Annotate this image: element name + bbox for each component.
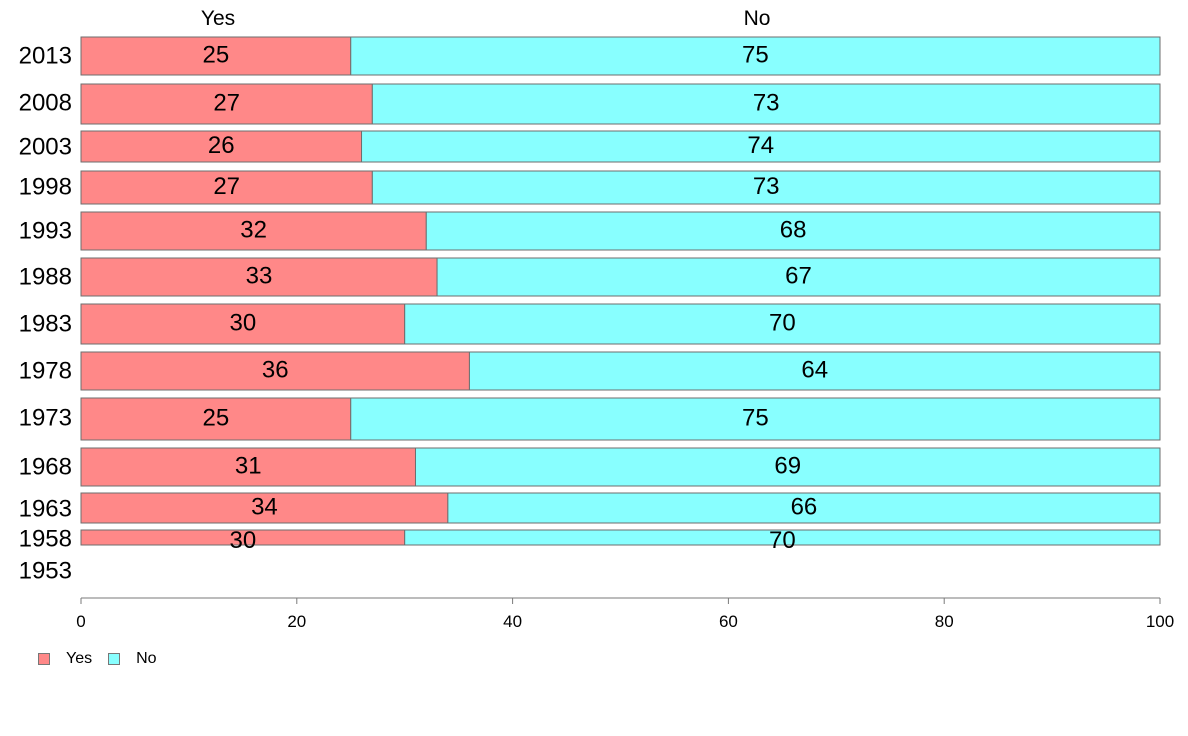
bar-yes-1998: [80, 170, 373, 205]
data-label-no-2008: 73: [753, 89, 780, 116]
data-label-no-1978: 64: [801, 356, 828, 383]
bar-no-1988: [436, 257, 1161, 297]
bar-yes-2008: [80, 83, 373, 125]
x-tick-label-0: 0: [76, 612, 85, 631]
bar-no-1963: [447, 492, 1161, 524]
legend-item-no: No: [108, 650, 157, 668]
x-tick-label-60: 60: [719, 612, 738, 631]
x-tick-label-80: 80: [935, 612, 954, 631]
data-label-no-1958: 70: [769, 527, 796, 554]
top-label-no: No: [744, 7, 771, 30]
legend-label-no: No: [136, 650, 157, 667]
bar-no-2013: [350, 36, 1161, 76]
bar-no-1998: [371, 170, 1161, 205]
year-label-1958: 1958: [19, 525, 72, 552]
bar-no-1973: [350, 397, 1161, 441]
data-label-no-2003: 74: [747, 132, 774, 159]
data-label-yes-1973: 25: [203, 404, 230, 431]
data-label-no-2013: 75: [742, 41, 769, 68]
data-label-no-1993: 68: [780, 216, 807, 243]
bar-yes-1983: [80, 303, 406, 345]
year-label-1983: 1983: [19, 310, 72, 337]
year-label-2013: 2013: [19, 42, 72, 69]
year-label-1953: 1953: [19, 557, 72, 584]
legend-item-yes: Yes: [38, 650, 92, 668]
data-label-no-1963: 66: [791, 493, 818, 520]
legend-label-yes: Yes: [66, 650, 93, 667]
top-label-yes: Yes: [201, 7, 235, 30]
bar-no-1983: [404, 303, 1161, 345]
data-label-yes-1968: 31: [235, 452, 262, 479]
year-label-2003: 2003: [19, 133, 72, 160]
data-label-yes-1963: 34: [251, 493, 278, 520]
bar-no-1978: [468, 351, 1161, 391]
data-label-no-1998: 73: [753, 173, 780, 200]
year-label-1993: 1993: [19, 217, 72, 244]
data-label-yes-2003: 26: [208, 132, 235, 159]
data-label-no-1988: 67: [785, 262, 812, 289]
data-label-yes-1983: 30: [229, 309, 256, 336]
bar-no-2003: [361, 130, 1161, 163]
x-tick-label-20: 20: [287, 612, 306, 631]
bar-no-1993: [425, 211, 1161, 251]
bar-no-2008: [371, 83, 1161, 125]
data-label-yes-2008: 27: [213, 89, 240, 116]
legend-swatch-yes: [38, 653, 50, 665]
year-label-1998: 1998: [19, 173, 72, 200]
legend-swatch-no: [108, 653, 121, 665]
bar-yes-2003: [80, 130, 363, 163]
year-label-2008: 2008: [19, 89, 72, 116]
bar-yes-1963: [80, 492, 449, 524]
data-label-no-1968: 69: [774, 452, 801, 479]
data-label-yes-1993: 32: [240, 216, 267, 243]
data-label-no-1973: 75: [742, 404, 769, 431]
x-tick-label-40: 40: [503, 612, 522, 631]
legend: Yes No: [38, 650, 173, 668]
data-label-yes-1958: 30: [229, 527, 256, 554]
x-tick-label-100: 100: [1146, 612, 1174, 631]
year-label-1978: 1978: [19, 357, 72, 384]
data-label-yes-1988: 33: [246, 262, 273, 289]
year-label-1968: 1968: [19, 453, 72, 480]
data-label-yes-1978: 36: [262, 356, 289, 383]
bar-no-1958: [404, 529, 1161, 546]
year-label-1988: 1988: [19, 263, 72, 290]
bar-yes-2013: [80, 36, 352, 76]
data-label-no-1983: 70: [769, 309, 796, 336]
year-label-1973: 1973: [19, 404, 72, 431]
bar-yes-1968: [80, 447, 416, 487]
bar-no-1968: [414, 447, 1161, 487]
bar-yes-1993: [80, 211, 427, 251]
data-label-yes-2013: 25: [203, 41, 230, 68]
bar-yes-1973: [80, 397, 352, 441]
data-label-yes-1998: 27: [213, 173, 240, 200]
year-label-1963: 1963: [19, 495, 72, 522]
